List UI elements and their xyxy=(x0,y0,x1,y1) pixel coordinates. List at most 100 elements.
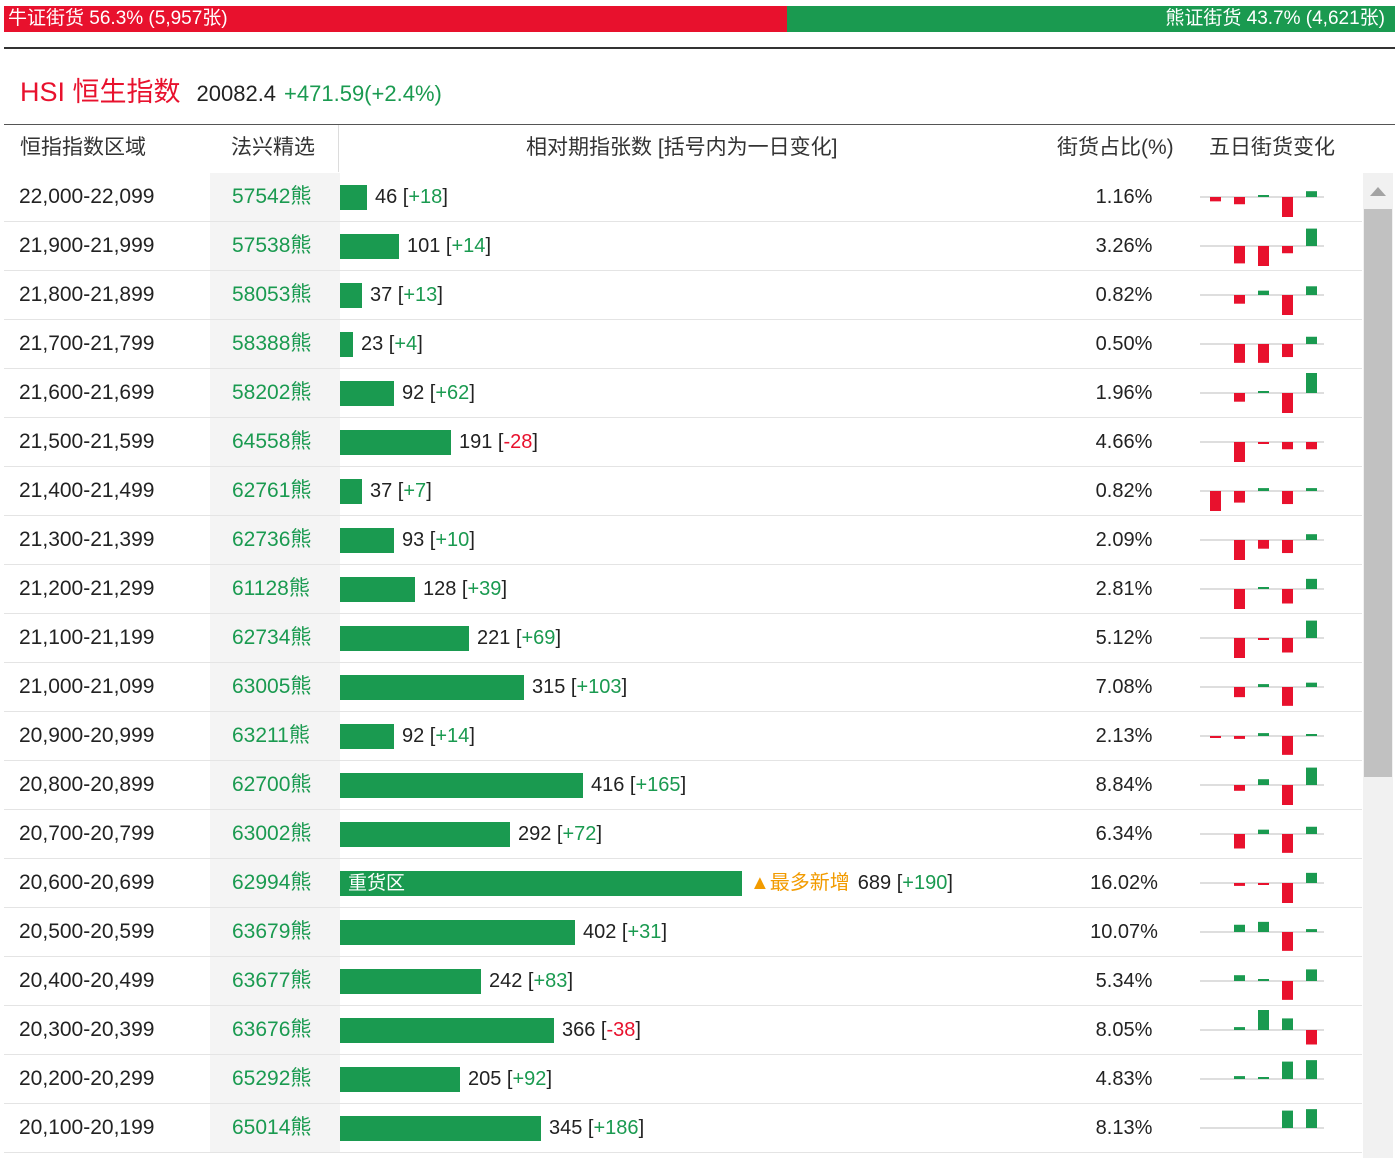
table-row[interactable]: 21,100-21,199 62734熊 221 [+69] 5.12% xyxy=(4,614,1362,663)
warrant-code-link[interactable]: 61128熊 xyxy=(210,565,340,613)
warrant-code-link[interactable]: 63002熊 xyxy=(210,810,340,858)
sparkline-bar xyxy=(1258,733,1269,736)
warrant-code-link[interactable]: 63211熊 xyxy=(210,712,340,760)
contracts-count: 242 xyxy=(489,970,523,992)
table-row[interactable]: 21,600-21,699 58202熊 92 [+62] 1.96% xyxy=(4,369,1362,418)
sparkline-bar xyxy=(1306,767,1317,785)
contracts-label: 402 [+31] xyxy=(583,921,667,943)
range-cell: 21,600-21,699 xyxy=(19,381,155,404)
warrant-code-link[interactable]: 63005熊 xyxy=(210,663,340,711)
warrant-code-link[interactable]: 58388熊 xyxy=(210,320,340,368)
contracts-count: 128 xyxy=(423,578,457,600)
contracts-cell: 402 [+31] xyxy=(340,908,1040,956)
sparkline-bar xyxy=(1306,442,1317,450)
warrant-code-link[interactable]: 62700熊 xyxy=(210,761,340,809)
contracts-bar xyxy=(340,724,394,749)
share-cell: 4.83% xyxy=(1095,1068,1153,1090)
contracts-cell: 416 [+165] xyxy=(340,761,1040,809)
warrant-code-link[interactable]: 62761熊 xyxy=(210,467,340,515)
table-row[interactable]: 20,100-20,199 65014熊 345 [+186] 8.13% xyxy=(4,1104,1362,1153)
table-row[interactable]: 21,000-21,099 63005熊 315 [+103] 7.08% xyxy=(4,663,1362,712)
sparkline-bar xyxy=(1210,197,1221,202)
contracts-label: 221 [+69] xyxy=(477,627,561,649)
sparkline-bar xyxy=(1258,979,1269,981)
contracts-label: 205 [+92] xyxy=(468,1068,552,1090)
index-name[interactable]: HSI 恒生指数 xyxy=(20,77,181,107)
warrant-code-link[interactable]: 63677熊 xyxy=(210,957,340,1005)
daily-change: +18 xyxy=(408,186,443,208)
contracts-count: 205 xyxy=(468,1068,502,1090)
table-row[interactable]: 20,700-20,799 63002熊 292 [+72] 6.34% xyxy=(4,810,1362,859)
range-cell: 20,800-20,899 xyxy=(19,773,155,796)
daily-change: -38 xyxy=(606,1019,636,1041)
sparkline-bar xyxy=(1306,734,1317,736)
warrant-code-link[interactable]: 57538熊 xyxy=(210,222,340,270)
sparkline-bar xyxy=(1258,540,1269,549)
index-header: HSI 恒生指数 20082.4 +471.59(+2.4%) xyxy=(20,70,442,107)
warrant-code-link[interactable]: 64558熊 xyxy=(210,418,340,466)
table-row[interactable]: 21,700-21,799 58388熊 23 [+4] 0.50% xyxy=(4,320,1362,369)
scroll-up-arrow-icon[interactable] xyxy=(1363,173,1393,209)
table-row[interactable]: 20,200-20,299 65292熊 205 [+92] 4.83% xyxy=(4,1055,1362,1104)
table-row[interactable]: 20,900-20,999 63211熊 92 [+14] 2.13% xyxy=(4,712,1362,761)
sparkline-bar xyxy=(1234,246,1245,264)
warrant-code-link[interactable]: 57542熊 xyxy=(210,173,340,221)
sparkline-bar xyxy=(1282,638,1293,653)
header-pick: 法兴精选 xyxy=(231,136,315,159)
warrant-code-link[interactable]: 58053熊 xyxy=(210,271,340,319)
contracts-cell: 205 [+92] xyxy=(340,1055,1040,1103)
contracts-cell: 93 [+10] xyxy=(340,516,1040,564)
warrant-code-link[interactable]: 58202熊 xyxy=(210,369,340,417)
table-row[interactable]: 20,500-20,599 63679熊 402 [+31] 10.07% xyxy=(4,908,1362,957)
table-row[interactable]: 21,400-21,499 62761熊 37 [+7] 0.82% xyxy=(4,467,1362,516)
contracts-bar xyxy=(340,920,575,945)
five-day-sparkline xyxy=(1196,912,1324,952)
contracts-cell: 315 [+103] xyxy=(340,663,1040,711)
five-day-sparkline xyxy=(1196,765,1324,805)
table-row[interactable]: 21,200-21,299 61128熊 128 [+39] 2.81% xyxy=(4,565,1362,614)
contracts-bar xyxy=(340,969,481,994)
share-cell: 7.08% xyxy=(1095,676,1153,698)
contracts-label: 46 [+18] xyxy=(375,186,448,208)
sparkline-bar xyxy=(1282,883,1293,903)
contracts-count: 93 xyxy=(402,529,425,551)
range-cell: 22,000-22,099 xyxy=(19,185,155,208)
contracts-count: 92 xyxy=(402,725,425,747)
sparkline-bar xyxy=(1258,391,1269,393)
table-row[interactable]: 20,600-20,699 62994熊 重货区 ▲最多新增 689 [+190] 16.… xyxy=(4,859,1362,908)
table-row[interactable]: 21,800-21,899 58053熊 37 [+13] 0.82% xyxy=(4,271,1362,320)
warrant-code-link[interactable]: 65014熊 xyxy=(210,1104,340,1152)
warrant-code-link[interactable]: 62736熊 xyxy=(210,516,340,564)
table-header: 恒指指数区域 法兴精选 相对期指张数 [括号内为一日变化] 街货占比(%) 五日… xyxy=(4,124,1395,172)
contracts-bar xyxy=(340,1018,554,1043)
daily-change: +72 xyxy=(562,823,597,845)
sparkline-bar xyxy=(1306,826,1317,834)
table-row[interactable]: 21,300-21,399 62736熊 93 [+10] 2.09% xyxy=(4,516,1362,565)
sparkline-bar xyxy=(1282,295,1293,315)
sparkline-bar xyxy=(1306,488,1317,491)
scrollbar-thumb[interactable] xyxy=(1364,209,1392,777)
share-cell: 2.09% xyxy=(1095,529,1153,551)
share-cell: 5.12% xyxy=(1095,627,1153,649)
warrant-code-link[interactable]: 65292熊 xyxy=(210,1055,340,1103)
contracts-cell: 46 [+18] xyxy=(340,173,1040,221)
warrant-code-link[interactable]: 63679熊 xyxy=(210,908,340,956)
sparkline-bar xyxy=(1282,442,1293,450)
contracts-bar xyxy=(340,822,510,847)
table-row[interactable]: 20,300-20,399 63676熊 366 [-38] 8.05% xyxy=(4,1006,1362,1055)
table-row[interactable]: 20,400-20,499 63677熊 242 [+83] 5.34% xyxy=(4,957,1362,1006)
vertical-scrollbar[interactable] xyxy=(1363,173,1393,1158)
warrant-code-link[interactable]: 62734熊 xyxy=(210,614,340,662)
range-cell: 21,000-21,099 xyxy=(19,675,155,698)
daily-change: +190 xyxy=(902,872,948,894)
index-change: +471.59(+2.4%) xyxy=(284,81,442,106)
table-row[interactable]: 21,900-21,999 57538熊 101 [+14] 3.26% xyxy=(4,222,1362,271)
table-row[interactable]: 21,500-21,599 64558熊 191 [-28] 4.66% xyxy=(4,418,1362,467)
share-cell: 5.34% xyxy=(1095,970,1153,992)
warrant-code-link[interactable]: 63676熊 xyxy=(210,1006,340,1054)
sparkline-bar xyxy=(1306,1060,1317,1079)
table-row[interactable]: 20,800-20,899 62700熊 416 [+165] 8.84% xyxy=(4,761,1362,810)
contracts-cell: 366 [-38] xyxy=(340,1006,1040,1054)
warrant-code-link[interactable]: 62994熊 xyxy=(210,859,340,907)
table-row[interactable]: 22,000-22,099 57542熊 46 [+18] 1.16% xyxy=(4,173,1362,222)
